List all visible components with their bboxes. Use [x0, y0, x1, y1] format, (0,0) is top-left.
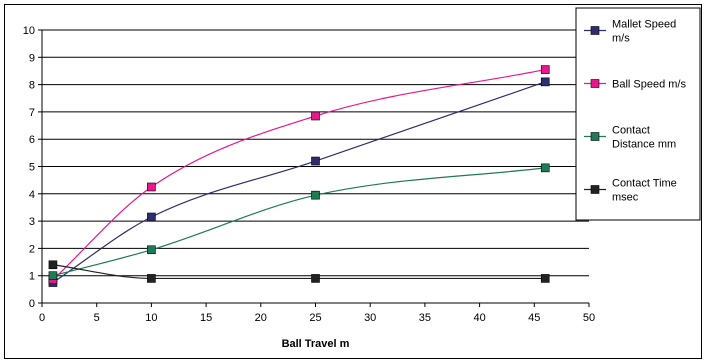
x-tick-label: 45 — [528, 312, 540, 324]
y-tick-label: 9 — [29, 52, 35, 64]
x-tick-label: 15 — [200, 312, 212, 324]
legend-label: Contact Time msec — [612, 178, 677, 204]
x-tick-label: 25 — [309, 312, 321, 324]
data-point-contact-distance-mm — [540, 163, 550, 173]
x-tick-label: 30 — [364, 312, 376, 324]
x-tick-label: 10 — [145, 312, 157, 324]
data-point-ball-speed-m-s — [147, 182, 156, 192]
y-tick-label: 1 — [29, 271, 35, 283]
data-point-ball-speed-m-s — [311, 111, 320, 121]
x-tick-label: 0 — [39, 312, 45, 324]
data-point-ball-speed-m-s — [540, 65, 550, 74]
data-point-contact-distance-mm — [48, 271, 58, 281]
data-point-contact-distance-mm — [147, 245, 156, 255]
series-line-ball-speed-m-s — [52, 68, 546, 281]
x-tick-label: 50 — [583, 312, 595, 324]
legend-label: Ball Speed m/s — [612, 79, 686, 91]
data-point-mallet-speed-m-s — [540, 77, 550, 87]
legend-label: Mallet Speed m/s — [612, 19, 676, 45]
legend: Mallet Speed m/s Ball Speed m/s Contact Dist… — [575, 7, 701, 221]
data-point-contact-time-msec — [147, 274, 156, 283]
data-point-contact-time-msec — [311, 274, 320, 283]
legend-swatch-marker — [590, 79, 600, 88]
data-point-contact-time-msec — [48, 260, 58, 270]
legend-box — [575, 7, 701, 221]
y-tick-label: 7 — [29, 107, 35, 119]
x-tick-label: 40 — [473, 312, 485, 324]
x-tick-label: 5 — [94, 312, 100, 324]
y-tick-label: 6 — [29, 134, 35, 146]
legend-swatch-marker — [590, 26, 600, 35]
y-tick-label: 0 — [29, 298, 35, 310]
y-tick-label: 2 — [29, 243, 35, 255]
legend-label: Contact Distance mm — [612, 125, 676, 151]
series-line-contact-time-msec — [52, 264, 546, 280]
series-line-mallet-speed-m-s — [52, 81, 546, 284]
series-line-contact-distance-mm — [52, 167, 546, 277]
y-tick-label: 10 — [23, 25, 35, 37]
axes — [38, 29, 590, 307]
y-tick-label: 4 — [29, 189, 35, 201]
data-point-contact-distance-mm — [311, 190, 320, 200]
series-layer — [48, 65, 550, 287]
data-point-contact-time-msec — [540, 274, 550, 283]
y-tick-label: 8 — [29, 80, 35, 92]
data-point-mallet-speed-m-s — [147, 212, 156, 222]
grid-lines — [42, 29, 589, 277]
legend-swatch-marker — [590, 132, 600, 141]
x-axis-title: Ball Travel m — [282, 338, 350, 350]
y-tick-label: 5 — [29, 162, 35, 174]
x-tick-label: 20 — [255, 312, 267, 324]
data-point-mallet-speed-m-s — [311, 156, 320, 166]
legend-swatch-marker — [590, 185, 600, 194]
x-tick-label: 35 — [419, 312, 431, 324]
y-tick-label: 3 — [29, 216, 35, 228]
